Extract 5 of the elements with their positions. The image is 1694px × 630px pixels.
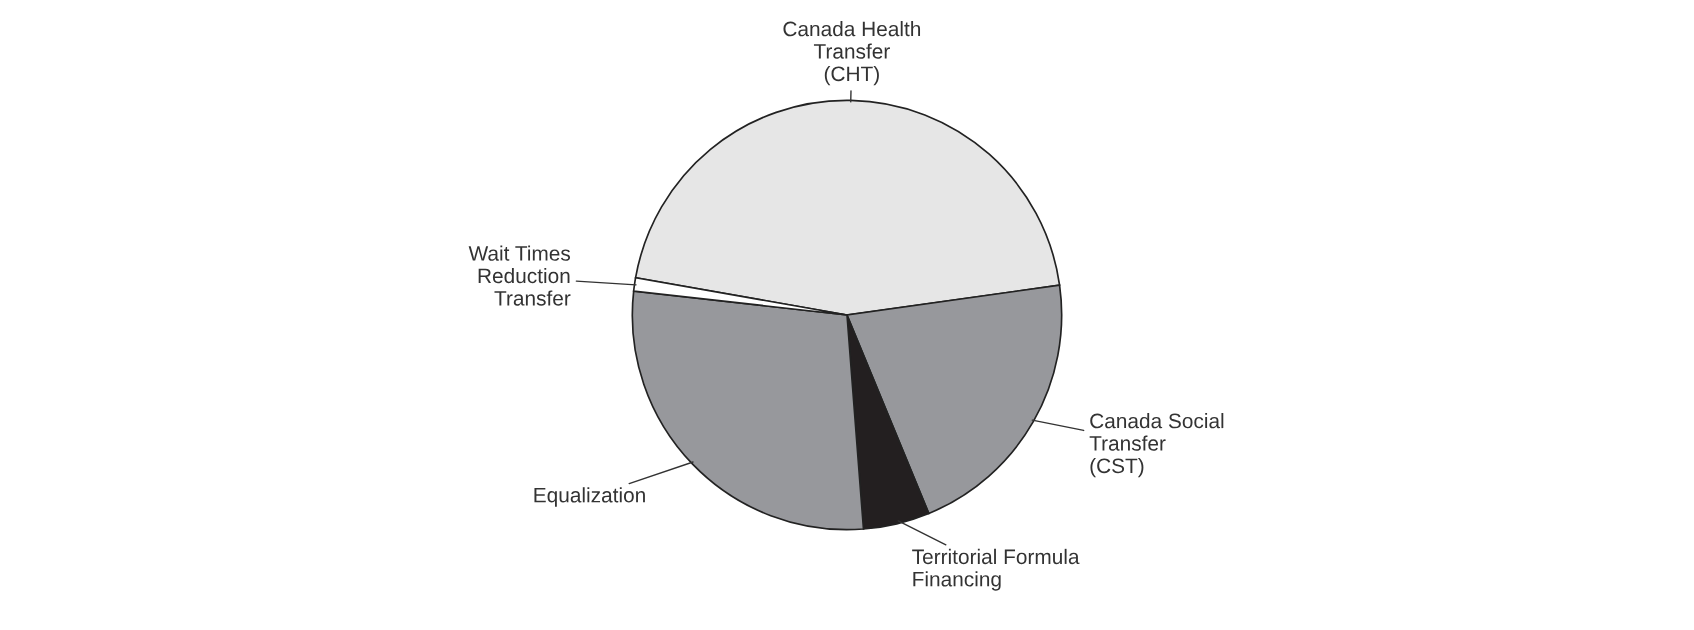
slice-label: Equalization (534, 487, 645, 507)
slice-label: Wait Times Reduction Transfer (468, 245, 571, 306)
slice-label: Canada Social Transfer (CST) (1089, 413, 1224, 478)
slice-label: Canada Health Transfer (CHT) (783, 21, 921, 86)
slice-label: Territorial Formula Financing (912, 548, 1080, 591)
